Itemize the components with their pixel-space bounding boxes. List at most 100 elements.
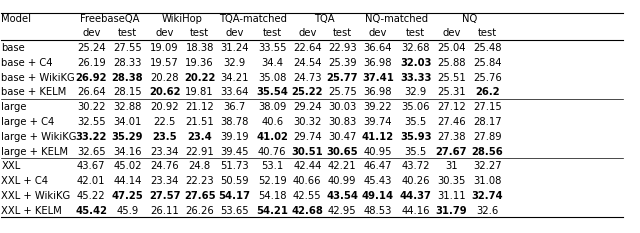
Text: 27.65: 27.65 [184,191,216,201]
Text: 32.9: 32.9 [404,87,427,97]
Text: 25.39: 25.39 [328,58,356,68]
Text: 32.6: 32.6 [476,206,499,216]
Text: 27.55: 27.55 [113,43,142,53]
Text: large + C4: large + C4 [1,117,54,127]
Text: 40.6: 40.6 [261,117,284,127]
Text: base: base [1,43,25,53]
Text: 21.51: 21.51 [185,117,214,127]
Text: 28.33: 28.33 [113,58,141,68]
Text: 26.92: 26.92 [76,73,107,83]
Text: 21.12: 21.12 [185,102,214,112]
Text: test: test [478,28,497,38]
Text: 24.54: 24.54 [293,58,321,68]
Text: 43.72: 43.72 [401,161,430,171]
Text: 42.95: 42.95 [328,206,356,216]
Text: base + C4: base + C4 [1,58,53,68]
Text: 25.48: 25.48 [474,43,502,53]
Text: 22.64: 22.64 [293,43,321,53]
Text: XXL + KELM: XXL + KELM [1,206,62,216]
Text: 36.64: 36.64 [364,43,392,53]
Text: 25.77: 25.77 [326,73,358,83]
Text: 25.22: 25.22 [291,87,323,97]
Text: 27.46: 27.46 [437,117,465,127]
Text: 28.56: 28.56 [472,147,504,157]
Text: 30.03: 30.03 [328,102,356,112]
Text: 45.9: 45.9 [116,206,139,216]
Text: 34.01: 34.01 [113,117,141,127]
Text: 28.17: 28.17 [473,117,502,127]
Text: 18.38: 18.38 [186,43,214,53]
Text: 22.5: 22.5 [154,117,176,127]
Text: 34.16: 34.16 [113,147,142,157]
Text: 27.15: 27.15 [473,102,502,112]
Text: 46.47: 46.47 [364,161,392,171]
Text: 42.21: 42.21 [328,161,356,171]
Text: 19.09: 19.09 [150,43,179,53]
Text: 39.19: 39.19 [220,132,249,142]
Text: 38.78: 38.78 [220,117,249,127]
Text: 24.73: 24.73 [293,73,321,83]
Text: 27.12: 27.12 [437,102,466,112]
Text: 52.19: 52.19 [258,176,287,186]
Text: 26.19: 26.19 [77,58,106,68]
Text: 33.64: 33.64 [220,87,249,97]
Text: 33.55: 33.55 [258,43,287,53]
Text: large + KELM: large + KELM [1,147,68,157]
Text: 53.65: 53.65 [220,206,249,216]
Text: Model: Model [1,14,31,24]
Text: 20.22: 20.22 [184,73,215,83]
Text: 31.79: 31.79 [435,206,467,216]
Text: 35.5: 35.5 [404,117,427,127]
Text: 36.7: 36.7 [223,102,246,112]
Text: 53.1: 53.1 [261,161,284,171]
Text: 36.98: 36.98 [364,58,392,68]
Text: 32.74: 32.74 [472,191,504,201]
Text: 25.84: 25.84 [474,58,502,68]
Text: dev: dev [156,28,173,38]
Text: FreebaseQA: FreebaseQA [79,14,139,24]
Text: 22.91: 22.91 [185,147,214,157]
Text: TQA: TQA [314,14,335,24]
Text: 30.35: 30.35 [437,176,465,186]
Text: 41.02: 41.02 [256,132,288,142]
Text: XXL + C4: XXL + C4 [1,176,49,186]
Text: 20.62: 20.62 [148,87,180,97]
Text: 32.55: 32.55 [77,117,106,127]
Text: 41.12: 41.12 [362,132,394,142]
Text: 42.44: 42.44 [293,161,321,171]
Text: 20.92: 20.92 [150,102,179,112]
Text: test: test [262,28,282,38]
Text: dev: dev [225,28,244,38]
Text: 51.73: 51.73 [220,161,249,171]
Text: 54.17: 54.17 [219,191,251,201]
Text: 28.38: 28.38 [112,73,143,83]
Text: 25.04: 25.04 [437,43,465,53]
Text: 54.21: 54.21 [256,206,288,216]
Text: 22.93: 22.93 [328,43,356,53]
Text: 30.51: 30.51 [291,147,323,157]
Text: 27.57: 27.57 [148,191,180,201]
Text: 30.65: 30.65 [326,147,358,157]
Text: 26.64: 26.64 [77,87,106,97]
Text: 24.76: 24.76 [150,161,179,171]
Text: 43.67: 43.67 [77,161,106,171]
Text: 44.16: 44.16 [401,206,430,216]
Text: 45.42: 45.42 [76,206,108,216]
Text: 25.75: 25.75 [328,87,356,97]
Text: test: test [190,28,209,38]
Text: 50.59: 50.59 [220,176,249,186]
Text: 35.29: 35.29 [112,132,143,142]
Text: dev: dev [369,28,387,38]
Text: large + WikiKG: large + WikiKG [1,132,77,142]
Text: 26.11: 26.11 [150,206,179,216]
Text: 31: 31 [445,161,458,171]
Text: 25.24: 25.24 [77,43,106,53]
Text: dev: dev [298,28,316,38]
Text: 31.08: 31.08 [474,176,502,186]
Text: 36.98: 36.98 [364,87,392,97]
Text: NQ: NQ [462,14,477,24]
Text: XXL: XXL [1,161,20,171]
Text: test: test [118,28,137,38]
Text: WikiHop: WikiHop [162,14,202,24]
Text: 26.26: 26.26 [185,206,214,216]
